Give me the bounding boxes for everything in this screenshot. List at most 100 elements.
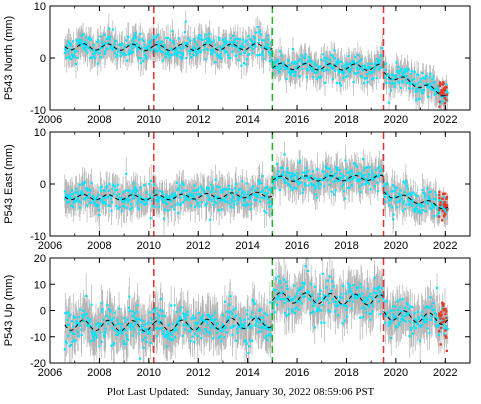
data-point bbox=[140, 197, 143, 200]
data-point bbox=[128, 51, 131, 54]
data-point bbox=[396, 80, 400, 83]
data-point bbox=[141, 338, 145, 342]
x-tick-label: 2006 bbox=[38, 114, 62, 126]
data-point bbox=[406, 303, 409, 306]
data-point bbox=[132, 194, 135, 197]
data-point bbox=[414, 208, 417, 211]
data-point bbox=[401, 317, 404, 321]
data-point bbox=[427, 195, 430, 198]
data-point bbox=[324, 174, 327, 177]
data-point bbox=[292, 297, 295, 300]
data-point bbox=[280, 175, 283, 179]
data-point bbox=[258, 31, 261, 34]
data-point bbox=[332, 193, 335, 196]
data-point bbox=[284, 298, 287, 301]
data-point bbox=[244, 198, 247, 201]
data-point bbox=[325, 286, 328, 289]
data-point bbox=[127, 306, 130, 309]
data-point bbox=[201, 313, 204, 317]
data-point bbox=[395, 200, 398, 204]
data-point bbox=[302, 188, 305, 191]
data-point bbox=[341, 64, 344, 68]
data-point bbox=[189, 39, 192, 42]
data-point bbox=[357, 180, 360, 183]
data-point bbox=[290, 172, 293, 175]
data-point bbox=[277, 69, 280, 72]
data-point bbox=[67, 323, 70, 326]
data-point bbox=[386, 183, 389, 186]
data-point bbox=[364, 182, 367, 186]
data-point bbox=[397, 192, 400, 195]
data-point bbox=[377, 166, 380, 170]
data-point bbox=[328, 275, 331, 278]
data-point bbox=[300, 54, 303, 57]
data-point bbox=[70, 53, 74, 56]
data-point bbox=[91, 333, 94, 336]
data-point bbox=[415, 99, 418, 102]
data-point bbox=[206, 48, 209, 51]
data-point bbox=[214, 327, 217, 330]
data-point bbox=[259, 33, 263, 36]
data-point bbox=[198, 49, 201, 52]
data-point bbox=[214, 190, 218, 193]
data-point bbox=[158, 322, 162, 325]
data-point bbox=[92, 44, 95, 47]
data-point bbox=[353, 62, 356, 65]
data-point bbox=[435, 87, 439, 90]
data-point bbox=[105, 196, 108, 199]
data-point bbox=[282, 178, 286, 181]
data-point bbox=[206, 41, 209, 44]
data-point bbox=[294, 71, 297, 74]
data-point bbox=[80, 333, 83, 337]
data-point bbox=[177, 37, 180, 40]
data-point bbox=[252, 300, 255, 304]
data-point bbox=[82, 192, 85, 195]
data-point bbox=[328, 301, 331, 304]
data-point bbox=[367, 299, 370, 302]
data-point bbox=[312, 301, 315, 304]
data-point bbox=[172, 330, 175, 333]
data-point bbox=[325, 68, 328, 71]
recent-data-point bbox=[440, 88, 443, 92]
data-point bbox=[264, 324, 267, 327]
data-point bbox=[135, 321, 138, 324]
data-point bbox=[335, 81, 339, 85]
data-point bbox=[69, 192, 72, 196]
data-point bbox=[115, 205, 118, 208]
data-point bbox=[386, 300, 389, 303]
data-point bbox=[186, 43, 189, 46]
data-point bbox=[315, 298, 318, 302]
data-point bbox=[391, 313, 394, 316]
data-point bbox=[153, 47, 156, 51]
data-point bbox=[358, 185, 361, 188]
data-point bbox=[220, 329, 223, 333]
data-point bbox=[395, 325, 398, 328]
data-point bbox=[186, 42, 190, 45]
data-point bbox=[214, 178, 217, 181]
data-point bbox=[346, 74, 349, 77]
data-point bbox=[153, 205, 156, 208]
data-point bbox=[285, 174, 288, 177]
data-point bbox=[325, 63, 328, 66]
data-point bbox=[315, 178, 318, 181]
data-point bbox=[215, 331, 219, 334]
data-point bbox=[305, 62, 308, 65]
data-point bbox=[423, 88, 426, 92]
data-point bbox=[206, 188, 210, 191]
data-point bbox=[222, 44, 225, 47]
data-point bbox=[176, 319, 179, 323]
data-point bbox=[434, 92, 437, 95]
data-point bbox=[218, 38, 221, 41]
data-point bbox=[225, 331, 228, 334]
data-point bbox=[201, 38, 204, 41]
data-point bbox=[312, 76, 315, 79]
data-point bbox=[236, 328, 239, 331]
data-point bbox=[81, 183, 85, 186]
data-point bbox=[80, 34, 83, 37]
data-point bbox=[84, 198, 87, 201]
data-point bbox=[351, 61, 354, 64]
data-point bbox=[143, 323, 146, 327]
data-point bbox=[97, 193, 100, 196]
data-point bbox=[231, 50, 234, 53]
data-point bbox=[266, 197, 270, 200]
